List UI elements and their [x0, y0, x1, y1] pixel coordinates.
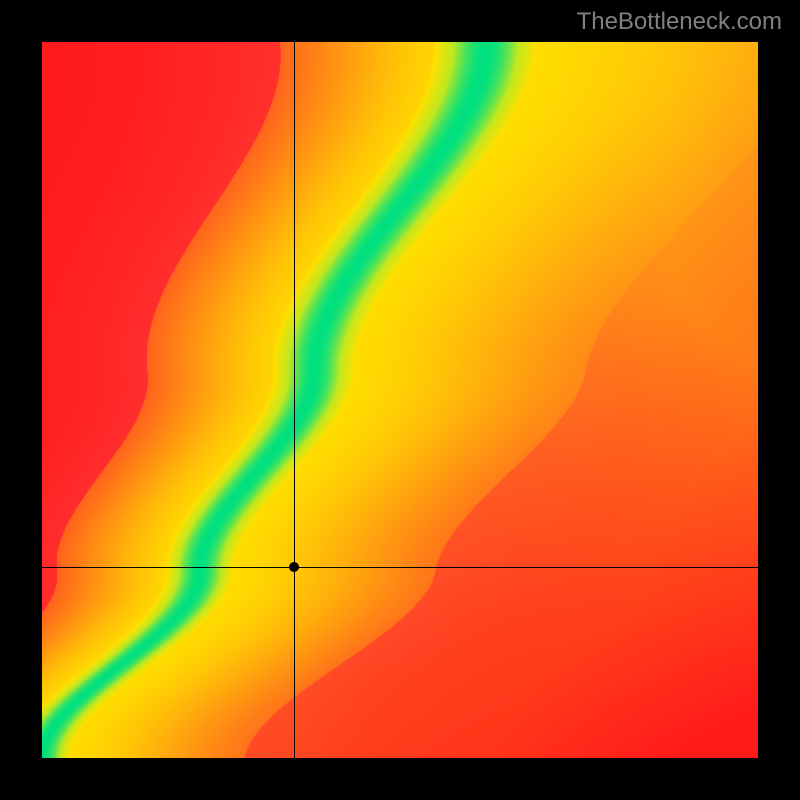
marker-dot: [289, 562, 299, 572]
heatmap-plot: [42, 42, 758, 758]
crosshair-horizontal: [42, 567, 758, 568]
heatmap-canvas: [42, 42, 758, 758]
watermark-text: TheBottleneck.com: [577, 8, 782, 36]
crosshair-vertical: [294, 42, 295, 758]
